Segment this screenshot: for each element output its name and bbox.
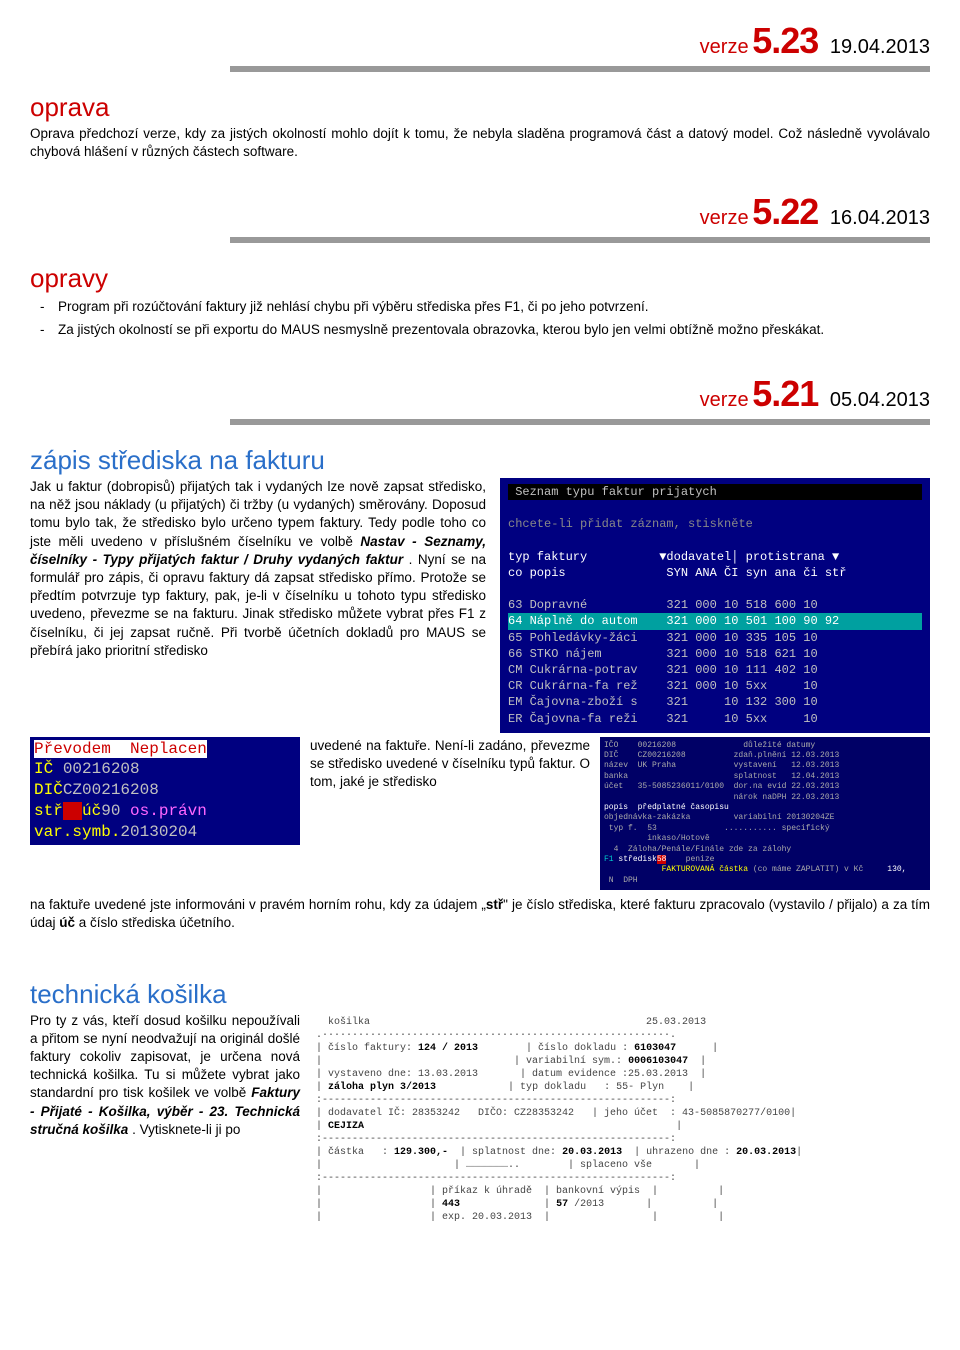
neplace-l3-val: CZ00216208 bbox=[63, 781, 159, 799]
zapis-two-col: Jak u faktur (dobropisů) přijatých tak i… bbox=[30, 478, 930, 733]
kosilka-row: Pro ty z vás, kteří dosud košilku nepouž… bbox=[30, 1012, 930, 1228]
version-date: 05.04.2013 bbox=[830, 389, 930, 411]
zapis-mid-row: Převodem Neplacen IČ 00216208 DIČCZ00216… bbox=[30, 737, 930, 890]
version-header-522: verze 5.22 16.04.2013 bbox=[30, 191, 930, 233]
neplace-l2-label: IČ bbox=[34, 760, 63, 778]
version-date: 16.04.2013 bbox=[830, 207, 930, 229]
zapis-para1b: . Nyní se na formulář pro zápis, či opra… bbox=[30, 552, 486, 658]
terminal-screenshot: Seznam typu faktur prijatych chcete-li p… bbox=[500, 478, 930, 733]
version-number: 5.23 bbox=[752, 20, 818, 61]
divider bbox=[230, 66, 930, 72]
section-title-oprava: oprava bbox=[30, 92, 930, 123]
neplace-l2-val: 00216208 bbox=[63, 760, 140, 778]
opravy-item: Za jistých okolností se při exportu do M… bbox=[58, 321, 930, 339]
divider bbox=[230, 237, 930, 243]
version-date: 19.04.2013 bbox=[830, 36, 930, 58]
version-header-521: verze 5.21 05.04.2013 bbox=[30, 373, 930, 415]
section-title-zapis: zápis střediska na fakturu bbox=[30, 445, 930, 476]
neplace-sel bbox=[63, 802, 82, 820]
divider bbox=[230, 419, 930, 425]
kosilka-box: košilka 25.03.2013 .····················… bbox=[312, 1012, 930, 1228]
version-label: verze bbox=[700, 207, 749, 229]
terminal-box: Seznam typu faktur prijatych chcete-li p… bbox=[500, 478, 930, 733]
version-number: 5.21 bbox=[752, 373, 818, 414]
neplace-screenshot: Převodem Neplacen IČ 00216208 DIČCZ00216… bbox=[30, 737, 300, 845]
neplace-l3-label: DIČ bbox=[34, 781, 63, 799]
version-label: verze bbox=[700, 389, 749, 411]
kosilka-text: Pro ty z vás, kteří dosud košilku nepouž… bbox=[30, 1012, 300, 1140]
zapis-mid-text: uvedené na faktuře. Není-li zadáno, přev… bbox=[310, 737, 590, 792]
version-header-523: verze 5.23 19.04.2013 bbox=[30, 20, 930, 62]
zapis-after-text: na faktuře uvedené jste informováni v pr… bbox=[30, 896, 930, 932]
section-title-kosilka: technická košilka bbox=[30, 979, 930, 1010]
zapis-text-col: Jak u faktur (dobropisů) přijatých tak i… bbox=[30, 478, 486, 660]
opravy-item: Program při rozúčtování faktury již nehl… bbox=[58, 298, 930, 316]
neplace-l5-label: var.symb. bbox=[34, 823, 120, 841]
version-number: 5.22 bbox=[752, 191, 818, 232]
neplace-l4-label: stř bbox=[34, 802, 63, 820]
detail-screenshot: IČO 00216208 důležité datumy DIČ CZ00216… bbox=[600, 737, 930, 890]
section-title-opravy: opravy bbox=[30, 263, 930, 294]
opravy-list: Program při rozúčtování faktury již nehl… bbox=[30, 298, 930, 338]
version-label: verze bbox=[700, 36, 749, 58]
oprava-text: Oprava předchozí verze, kdy za jistých o… bbox=[30, 125, 930, 161]
kosilka-printout: košilka 25.03.2013 .····················… bbox=[312, 1012, 930, 1228]
